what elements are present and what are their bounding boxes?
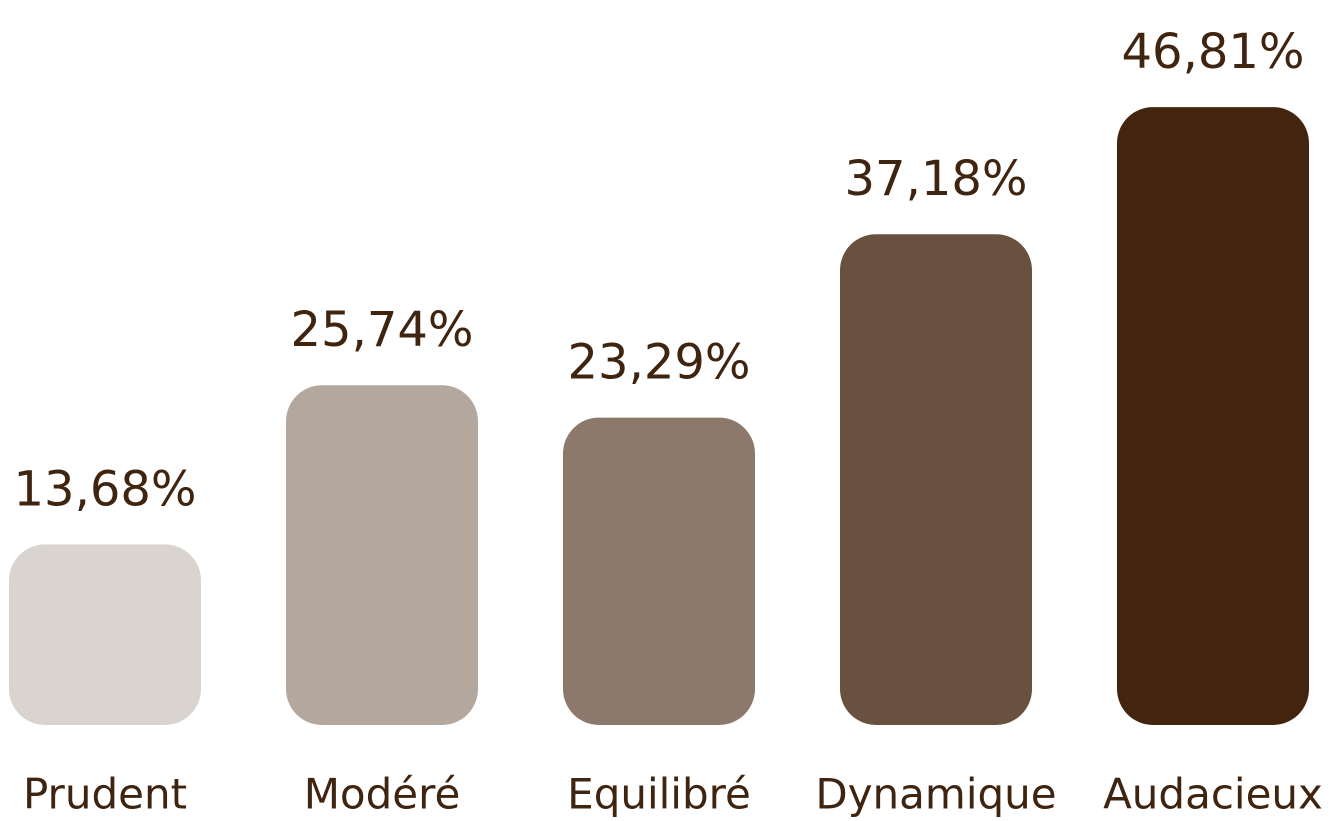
bar [1117, 107, 1309, 725]
category-label: Audacieux [1103, 770, 1323, 819]
value-label: 37,18% [844, 151, 1027, 207]
bar [9, 544, 201, 725]
bar [286, 385, 478, 725]
category-label: Equilibré [567, 770, 751, 819]
value-label: 13,68% [13, 461, 196, 517]
category-label: Dynamique [815, 770, 1056, 819]
value-label: 23,29% [567, 335, 750, 391]
bar [563, 417, 755, 725]
value-label: 25,74% [290, 302, 473, 358]
value-label: 46,81% [1121, 24, 1304, 80]
category-label: Prudent [23, 770, 187, 819]
bar [840, 234, 1032, 725]
category-label: Modéré [304, 770, 461, 819]
